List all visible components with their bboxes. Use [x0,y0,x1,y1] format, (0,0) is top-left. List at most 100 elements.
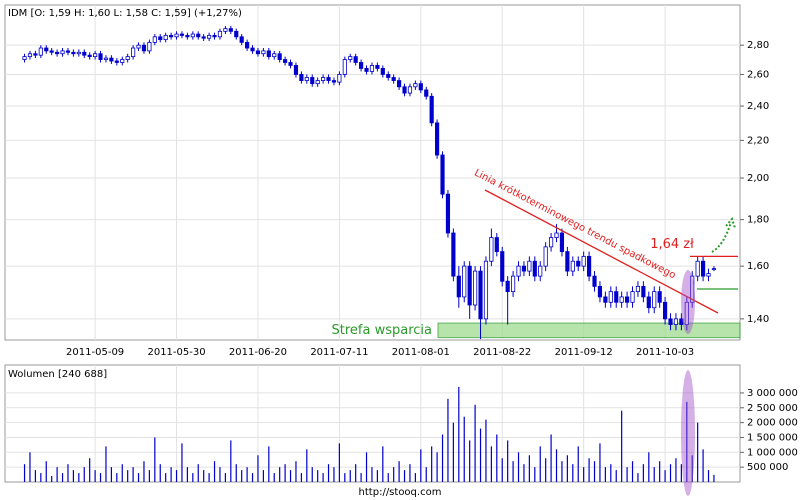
candle-body [451,232,456,277]
volume-bar [181,443,183,482]
candle-body [76,51,81,55]
candle-body [33,53,38,56]
candle-body [511,275,516,293]
volume-bar [414,473,416,482]
candle-body [397,80,402,88]
volume-bar [436,452,438,482]
volume-bar [116,473,118,482]
candle-body [250,47,255,52]
candle-body [494,237,499,253]
x-tick-label: 2011-09-12 [555,347,613,358]
candle-body [120,59,125,63]
candle-body [326,77,331,81]
y-tick-label: 2,40 [747,101,769,112]
candle-body [418,83,423,91]
candle-body [369,65,375,72]
volume-bar [322,473,324,482]
x-tick-label: 2011-08-01 [392,347,450,358]
candle-body [668,318,673,325]
volume-bar [94,470,96,482]
volume-bar [479,428,482,482]
volume-bar [420,449,422,482]
volume-bar [485,419,487,482]
y-tick-label: 1,60 [747,261,769,272]
volume-bar [566,455,568,482]
y-tick-label: 2 500 000 [747,403,798,414]
volume-bar [539,446,541,482]
candle-body [445,193,451,234]
candle-body [500,251,505,282]
volume-title: Wolumen [240 688] [8,369,107,380]
volume-bar [707,470,710,482]
y-tick-label: 1 500 000 [747,432,798,443]
candle-body [288,62,293,66]
candle-body [597,285,603,298]
candle-body [592,275,597,287]
candle-body [228,28,233,32]
volume-bar [371,467,373,482]
highlight [681,370,695,496]
candle-body [701,260,706,277]
volume-bar [659,461,661,482]
volume-bar [610,464,612,482]
candle-body [440,154,445,195]
price-level-label: 1,64 zł [650,237,694,252]
volume-bar [89,458,91,482]
candle-body [49,50,54,53]
candle-body [87,54,92,58]
volume-bar [268,446,270,482]
y-tick-label: 1,40 [747,314,769,325]
candle-body [380,68,385,75]
volume-bar [219,467,221,482]
candle-body [663,301,668,320]
volume-bar [680,464,682,482]
y-tick-label: 2,80 [747,40,769,51]
candle-body [603,296,608,303]
volume-bar [490,446,492,482]
volume-bar [165,473,167,482]
volume-bar [203,470,205,482]
volume-bar [355,464,357,482]
volume-bar [40,473,42,482]
volume-bar [517,452,520,482]
y-tick-label: 2 000 000 [747,418,798,429]
volume-bar [534,467,536,482]
volume-bar [175,470,178,482]
candle-body [614,291,619,303]
volume-bar [121,464,123,482]
volume-bar [257,455,259,482]
volume-bar [317,470,319,482]
volume-bar [452,422,454,482]
candle-body [196,33,201,38]
candle-body [201,36,206,39]
candle-body [619,296,624,303]
candle-body [342,59,347,75]
volume-bar [686,401,688,482]
volume-bar [572,464,574,482]
volume-bar [463,416,465,482]
x-tick-label: 2011-05-09 [66,347,124,358]
volume-bar [631,461,634,482]
candle-body [38,47,43,56]
volume-bar [550,434,552,482]
volume-bar [599,443,601,482]
candle-body [543,246,548,267]
volume-bar [45,461,47,482]
candle-body [559,232,565,253]
volume-bar [154,437,156,482]
volume-bar [365,452,368,482]
volume-bar [284,464,286,482]
candle-body [337,74,342,83]
candle-body [554,232,559,238]
candle-body [217,30,223,38]
candle-body [185,35,190,38]
candle-body [261,50,266,55]
candle-body [467,265,472,306]
volume-bar [262,470,264,482]
candle-body [277,53,282,60]
candle-body [630,291,635,303]
candle-body [22,56,27,60]
volume-bar [382,446,384,482]
support-zone [437,322,741,339]
candle-body [549,237,554,248]
